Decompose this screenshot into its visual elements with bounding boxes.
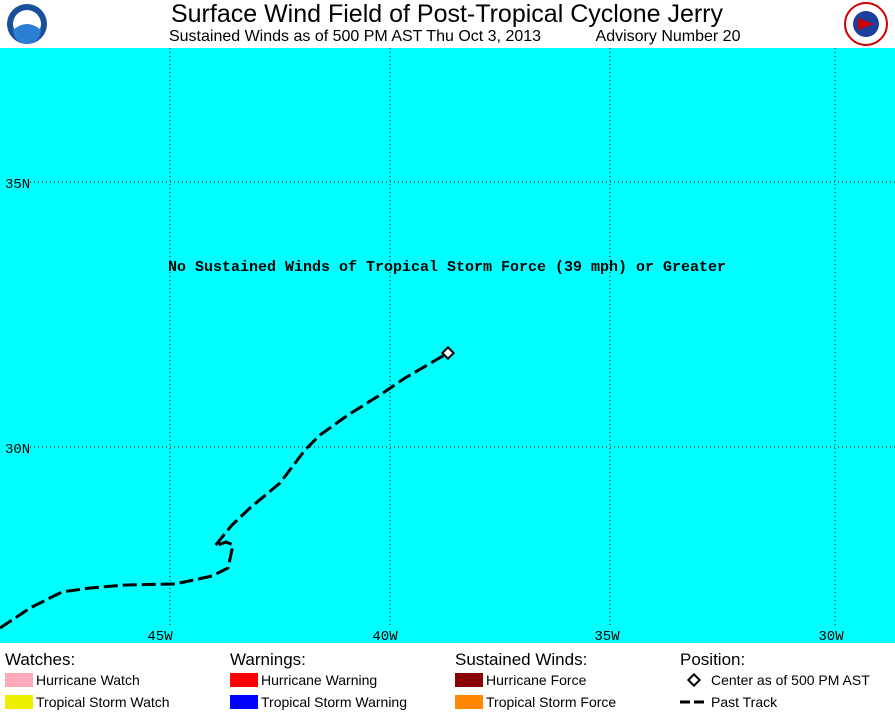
legend-heading: Watches: bbox=[5, 650, 75, 669]
legend-label: Hurricane Watch bbox=[36, 672, 140, 688]
legend-swatch bbox=[455, 695, 483, 709]
legend: Watches: Hurricane Watch Tropical Storm Wa… bbox=[5, 650, 870, 710]
nws-logo bbox=[844, 2, 888, 46]
legend-label: Hurricane Force bbox=[486, 672, 587, 688]
legend-label: Tropical Storm Watch bbox=[36, 694, 170, 710]
center-marker bbox=[440, 345, 456, 361]
lon-label: 30W bbox=[818, 629, 844, 645]
advisory: Advisory Number 20 bbox=[596, 28, 741, 45]
map-area bbox=[0, 48, 895, 643]
legend-swatch bbox=[5, 695, 33, 709]
legend-heading: Position: bbox=[680, 650, 745, 669]
legend-label: Tropical Storm Force bbox=[486, 694, 616, 710]
legend-heading: Sustained Winds: bbox=[455, 650, 587, 669]
lon-label: 45W bbox=[147, 629, 173, 645]
lat-label: 35N bbox=[5, 177, 30, 193]
legend-swatch bbox=[230, 673, 258, 687]
lon-label: 40W bbox=[372, 629, 398, 645]
legend-swatch bbox=[455, 673, 483, 687]
legend-label: Center as of 500 PM AST bbox=[711, 672, 870, 688]
noaa-logo bbox=[7, 4, 47, 44]
legend-swatch bbox=[230, 695, 258, 709]
no-winds-message: No Sustained Winds of Tropical Storm For… bbox=[168, 259, 726, 276]
grid bbox=[30, 48, 895, 625]
lon-label: 35W bbox=[594, 629, 620, 645]
legend-heading: Warnings: bbox=[230, 650, 306, 669]
legend-swatch bbox=[5, 673, 33, 687]
title: Surface Wind Field of Post-Tropical Cycl… bbox=[171, 0, 724, 28]
legend-label: Hurricane Warning bbox=[261, 672, 377, 688]
past-track bbox=[0, 351, 449, 630]
legend-label: Past Track bbox=[711, 694, 778, 710]
legend-diamond bbox=[686, 672, 702, 688]
subtitle: Sustained Winds as of 500 PM AST Thu Oct… bbox=[169, 28, 541, 45]
legend-label: Tropical Storm Warning bbox=[261, 694, 407, 710]
lat-label: 30N bbox=[5, 442, 30, 458]
